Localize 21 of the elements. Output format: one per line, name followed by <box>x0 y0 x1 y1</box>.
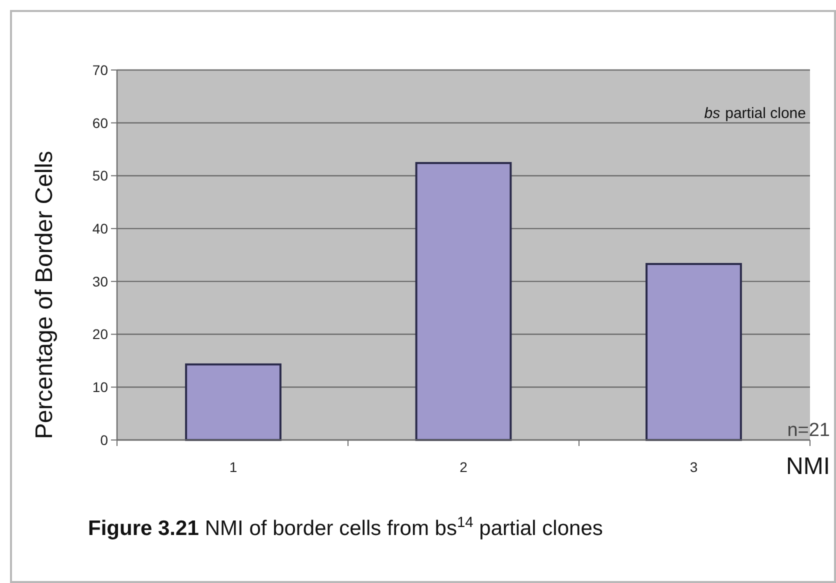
y-tick-label: 20 <box>92 326 108 342</box>
y-tick-label: 50 <box>92 168 108 184</box>
annotation: partial clone <box>725 105 806 122</box>
caption: Figure 3.21 <box>88 517 200 540</box>
y-tick-label: 0 <box>100 432 108 448</box>
annotation: n=21 <box>787 420 830 441</box>
y-tick-label: 40 <box>92 220 108 236</box>
y-tick-label: 30 <box>92 273 108 290</box>
bar <box>646 262 742 441</box>
y-tick-label: 70 <box>92 62 108 78</box>
y-axis-title: Percentage of Border Cells <box>31 150 58 440</box>
x-tick-label: 1 <box>229 459 238 475</box>
annotation: bs <box>704 105 721 122</box>
y-tick-label: 10 <box>92 379 108 396</box>
x-tick-label: 2 <box>460 459 468 475</box>
x-axis-title: NMI <box>786 453 830 480</box>
x-tick-label: 3 <box>690 459 698 475</box>
text: NMI of border cells from bs$^{14}$ partial clones <box>204 515 603 540</box>
bar <box>415 162 512 441</box>
bar <box>185 363 282 441</box>
y-tick-label: 60 <box>92 114 108 131</box>
